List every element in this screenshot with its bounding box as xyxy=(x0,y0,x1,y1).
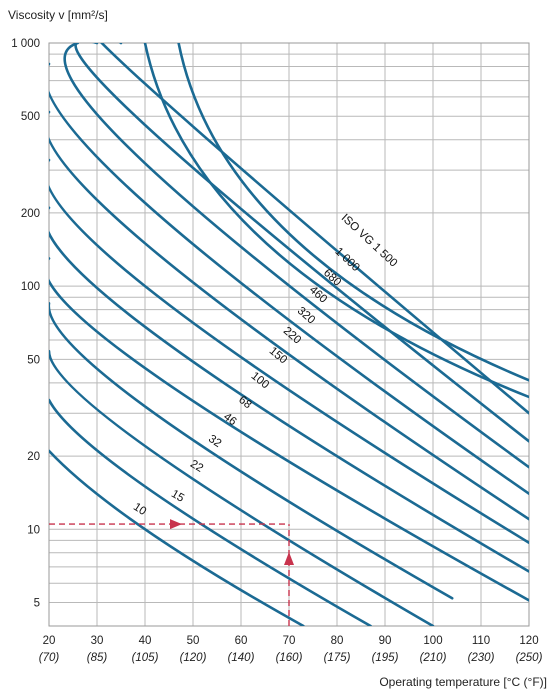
x-tick-label: 70 xyxy=(283,635,296,647)
y-tick-label: 50 xyxy=(27,354,40,366)
y-tick-label: 20 xyxy=(27,451,40,463)
x-tick-label-fahrenheit: (250) xyxy=(516,652,543,664)
x-tick-label: 30 xyxy=(91,635,104,647)
curve-150 xyxy=(49,110,529,521)
x-tick-label: 20 xyxy=(43,635,56,647)
x-tick-label: 120 xyxy=(519,635,538,647)
x-tick-label: 50 xyxy=(187,635,200,647)
y-tick-label: 5 xyxy=(34,597,40,609)
y-tick-label: 1 000 xyxy=(11,38,40,50)
x-tick-label: 110 xyxy=(472,635,490,647)
curve-label-22: 22 xyxy=(188,458,205,475)
curve-100 xyxy=(49,158,529,545)
curve-15 xyxy=(49,398,372,626)
curve-label-150: 150 xyxy=(267,345,289,367)
curve-label-15: 15 xyxy=(169,488,186,505)
x-tick-label-fahrenheit: (120) xyxy=(180,652,207,664)
y-axis-title: Viscosity v [mm²/s] xyxy=(8,8,108,22)
x-tick-label: 40 xyxy=(139,635,152,647)
curve-320 xyxy=(63,43,529,469)
tick-labels: 1 000 500 200 100 50 20 10 5 20 (70) 30 (85) 40 (105)… xyxy=(11,38,542,664)
curve-label-68: 68 xyxy=(236,394,253,411)
y-tick-label: 200 xyxy=(21,208,40,220)
curve-10 xyxy=(49,449,305,626)
annotation-arrow-up xyxy=(284,552,294,565)
curve-220 xyxy=(49,62,529,496)
curve-label-10: 10 xyxy=(131,501,148,518)
curves xyxy=(49,43,529,626)
curve-iso-vg-1-500 xyxy=(177,43,529,382)
curve-22 xyxy=(49,349,435,626)
annotation xyxy=(49,519,294,626)
curve-label-100: 100 xyxy=(249,370,271,391)
curve-label-680: 680 xyxy=(321,267,343,289)
curve-32 xyxy=(49,301,454,600)
x-tick-label: 90 xyxy=(379,635,392,647)
x-tick-label-fahrenheit: (140) xyxy=(228,652,255,664)
y-tick-label: 500 xyxy=(21,111,40,123)
x-tick-label-fahrenheit: (230) xyxy=(468,652,495,664)
y-tick-label: 10 xyxy=(27,524,40,536)
curve-68 xyxy=(49,206,529,573)
curve-46 xyxy=(49,257,529,602)
x-tick-label-fahrenheit: (210) xyxy=(420,652,447,664)
x-tick-label-fahrenheit: (160) xyxy=(276,652,303,664)
y-tick-label: 100 xyxy=(21,281,40,293)
x-tick-label-fahrenheit: (195) xyxy=(372,652,399,664)
x-tick-label: 100 xyxy=(423,635,442,647)
annotation-arrow-right xyxy=(170,519,182,530)
x-tick-label-fahrenheit: (70) xyxy=(39,652,60,664)
curve-1-000 xyxy=(143,43,529,399)
x-tick-label: 60 xyxy=(235,635,248,647)
x-tick-label-fahrenheit: (175) xyxy=(324,652,351,664)
curve-680 xyxy=(99,43,529,415)
x-axis-title: Operating temperature [°C (°F)] xyxy=(379,675,547,689)
curve-label-32: 32 xyxy=(206,433,223,450)
x-tick-label-fahrenheit: (105) xyxy=(132,652,159,664)
x-tick-label-fahrenheit: (85) xyxy=(87,652,108,664)
x-tick-label: 80 xyxy=(331,635,344,647)
